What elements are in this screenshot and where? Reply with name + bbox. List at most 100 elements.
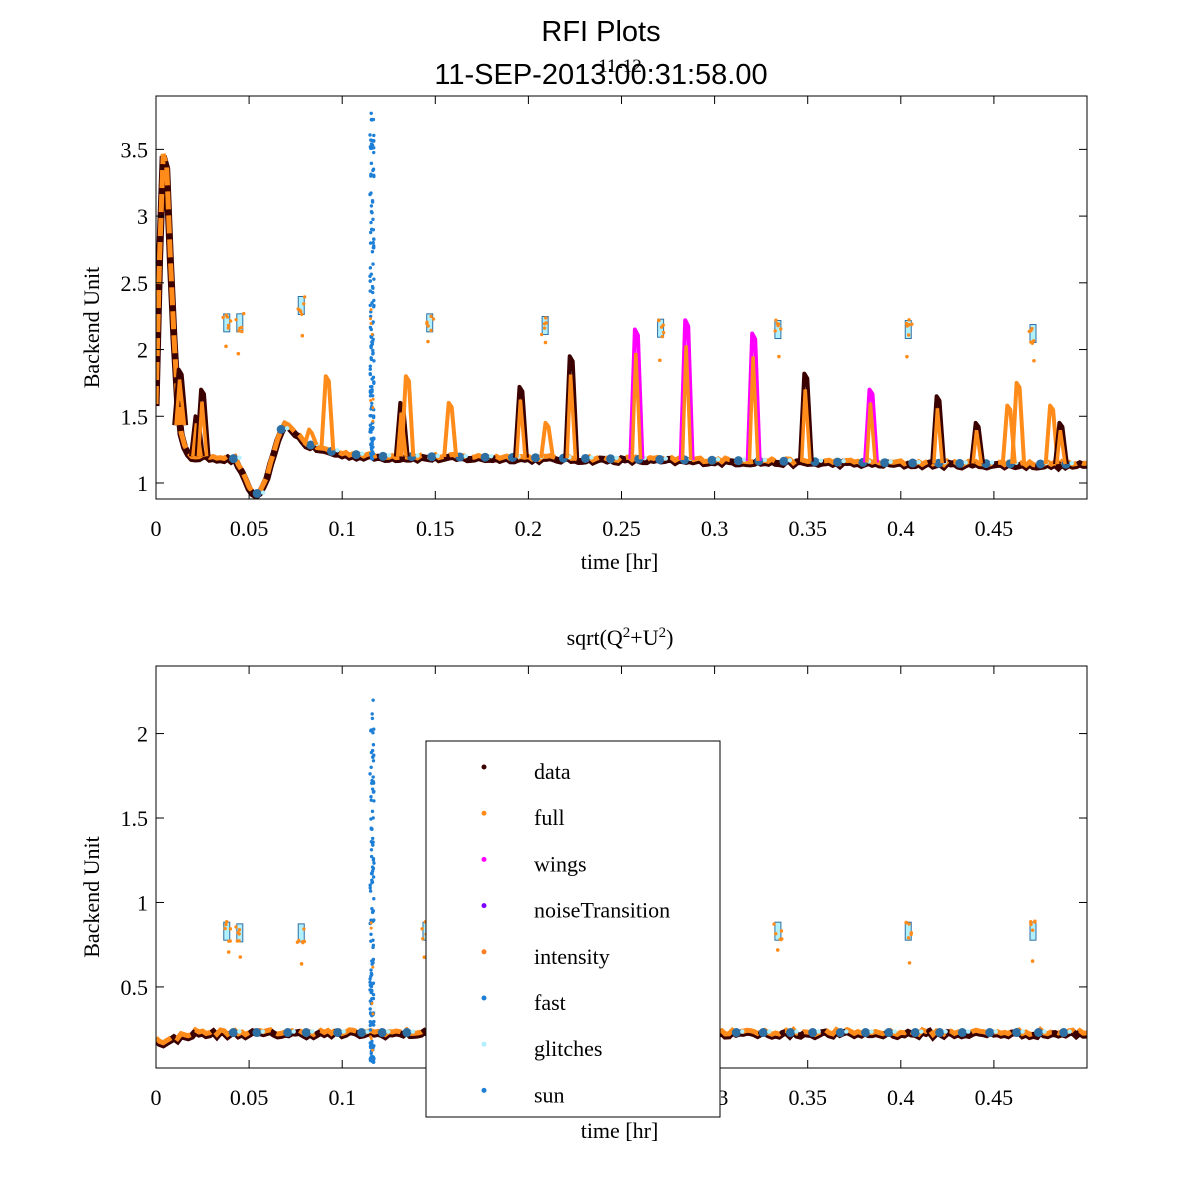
top-spike-3 xyxy=(302,427,319,446)
legend-box xyxy=(425,740,721,1118)
top-sun-point xyxy=(378,451,388,461)
top-sun-point xyxy=(580,453,590,463)
bottom-sun-point xyxy=(228,1028,238,1038)
legend-entry-data: data xyxy=(481,759,571,784)
top-glitch-point xyxy=(762,457,768,463)
top-ytick-label: 2 xyxy=(137,338,148,363)
bottom-glitch-point xyxy=(794,1029,799,1034)
top-sun-point xyxy=(833,457,843,467)
bottom-glitch-point xyxy=(966,1029,971,1034)
top-sun-point xyxy=(707,455,717,465)
bottom-glitch-cluster-4 xyxy=(772,921,784,952)
legend-label: intensity xyxy=(534,944,610,969)
top-glitch-cluster-6 xyxy=(773,318,783,359)
bottom-plot-title: sqrt(Q2+U2) xyxy=(567,625,674,650)
top-spike-overlay-2 xyxy=(196,401,209,457)
bottom-sun-point xyxy=(283,1028,293,1038)
top-glitch-point xyxy=(386,453,392,458)
top-glitch-cluster-1 xyxy=(234,311,246,356)
bottom-sun-point xyxy=(985,1028,995,1038)
top-ytick-label: 1.5 xyxy=(121,404,149,429)
bottom-glitch-point xyxy=(1042,1029,1047,1034)
top-ytick-label: 2.5 xyxy=(121,271,149,296)
bottom-xtick-label: 0 xyxy=(151,1085,162,1110)
bottom-ylabel: Backend Unit xyxy=(79,836,104,958)
legend-marker xyxy=(481,856,487,862)
top-glitch-point xyxy=(742,457,747,462)
top-plot-panel: 0 0.05 0.1 0.15 0.2 0.25 0.3 0.35 0.4 0.45 1 1.5 2 2.… xyxy=(79,95,1088,574)
top-sun-point xyxy=(252,489,262,499)
top-ylabel: Backend Unit xyxy=(79,267,104,389)
bottom-ytick-label: 1 xyxy=(137,890,148,915)
top-ytick-label: 1 xyxy=(137,471,148,496)
legend-marker xyxy=(481,995,487,1001)
top-xlabel: time [hr] xyxy=(581,549,659,574)
bottom-glitch-point xyxy=(892,1029,897,1034)
legend-entry-full: full xyxy=(481,805,565,830)
top-glitch-point xyxy=(435,453,440,458)
bottom-glitch-point xyxy=(767,1029,772,1034)
top-xtick-label: 0.4 xyxy=(887,516,915,541)
bottom-glitch-point xyxy=(1067,1029,1072,1034)
legend-marker xyxy=(481,764,487,770)
bottom-glitch-point xyxy=(341,1029,346,1034)
top-xtick-label: 0.05 xyxy=(230,516,269,541)
bottom-glitch-cluster-0 xyxy=(223,919,233,954)
bottom-glitch-cluster-5 xyxy=(904,920,914,965)
top-spike-19 xyxy=(1010,380,1027,464)
top-glitch-cluster-2 xyxy=(296,295,307,338)
top-spike-overlay-5 xyxy=(395,412,408,457)
top-ytick-label: 3 xyxy=(137,204,148,229)
top-glitch-cluster-8 xyxy=(1027,324,1037,363)
top-sun-point xyxy=(306,440,316,450)
top-xtick-label: 0.25 xyxy=(602,516,641,541)
figure-subtitle: 11-SEP-2013:00:31:58.00 xyxy=(434,59,767,91)
bottom-fast-burst xyxy=(368,698,376,1065)
legend-label: wings xyxy=(534,851,587,876)
bottom-sun-point xyxy=(377,1028,387,1038)
top-glitch-cluster-7 xyxy=(904,318,914,359)
bottom-glitch-point xyxy=(919,1029,924,1034)
top-spike-overlay-16 xyxy=(932,408,944,464)
top-xtick-label: 0.45 xyxy=(975,516,1014,541)
top-spike-overlay-8 xyxy=(515,399,527,458)
top-sun-point xyxy=(1035,459,1045,469)
bottom-sun-point xyxy=(835,1028,845,1038)
legend-marker xyxy=(481,1041,487,1047)
top-glitch-point xyxy=(663,456,668,461)
bottom-xtick-label: 0.35 xyxy=(788,1085,827,1110)
top-glitch-cluster-4 xyxy=(539,316,549,345)
legend-label: noiseTransition xyxy=(534,898,670,923)
top-ytick-label: 3.5 xyxy=(121,137,149,162)
top-glitch-point xyxy=(589,455,594,460)
legend-marker xyxy=(481,810,487,816)
top-sun-point xyxy=(908,458,918,468)
bottom-sun-point xyxy=(1012,1028,1022,1038)
bottom-glitch-point xyxy=(410,1029,416,1034)
bottom-sun-point xyxy=(357,1028,367,1038)
top-glitch-point xyxy=(360,451,365,456)
bottom-glitch-cluster-2 xyxy=(295,923,307,966)
top-spike-overlay-15 xyxy=(865,402,877,463)
bottom-sun-point xyxy=(402,1028,412,1038)
bottom-glitch-point xyxy=(740,1029,745,1034)
top-spike-6 xyxy=(399,374,416,457)
top-xtick-label: 0.2 xyxy=(515,516,543,541)
top-glitch-point xyxy=(989,460,995,465)
legend-entry-fast: fast xyxy=(481,990,566,1015)
top-spike-overlay-11 xyxy=(630,352,643,460)
top-xtick-label: 0 xyxy=(151,516,162,541)
top-glitch-point xyxy=(818,458,824,463)
bottom-sun-point xyxy=(1059,1028,1069,1038)
top-sun-point xyxy=(955,458,965,468)
top-xtick-label: 0.1 xyxy=(328,516,356,541)
top-sun-point xyxy=(606,454,616,464)
top-sun-point xyxy=(228,454,238,464)
top-glitch-point xyxy=(415,453,420,458)
top-sun-point xyxy=(655,455,665,465)
bottom-glitch-cluster-1 xyxy=(234,923,244,959)
legend-label: sun xyxy=(534,1082,565,1107)
top-sun-point xyxy=(351,450,361,460)
top-spike-overlay-21 xyxy=(1055,430,1067,465)
bottom-glitch-point xyxy=(943,1029,948,1034)
